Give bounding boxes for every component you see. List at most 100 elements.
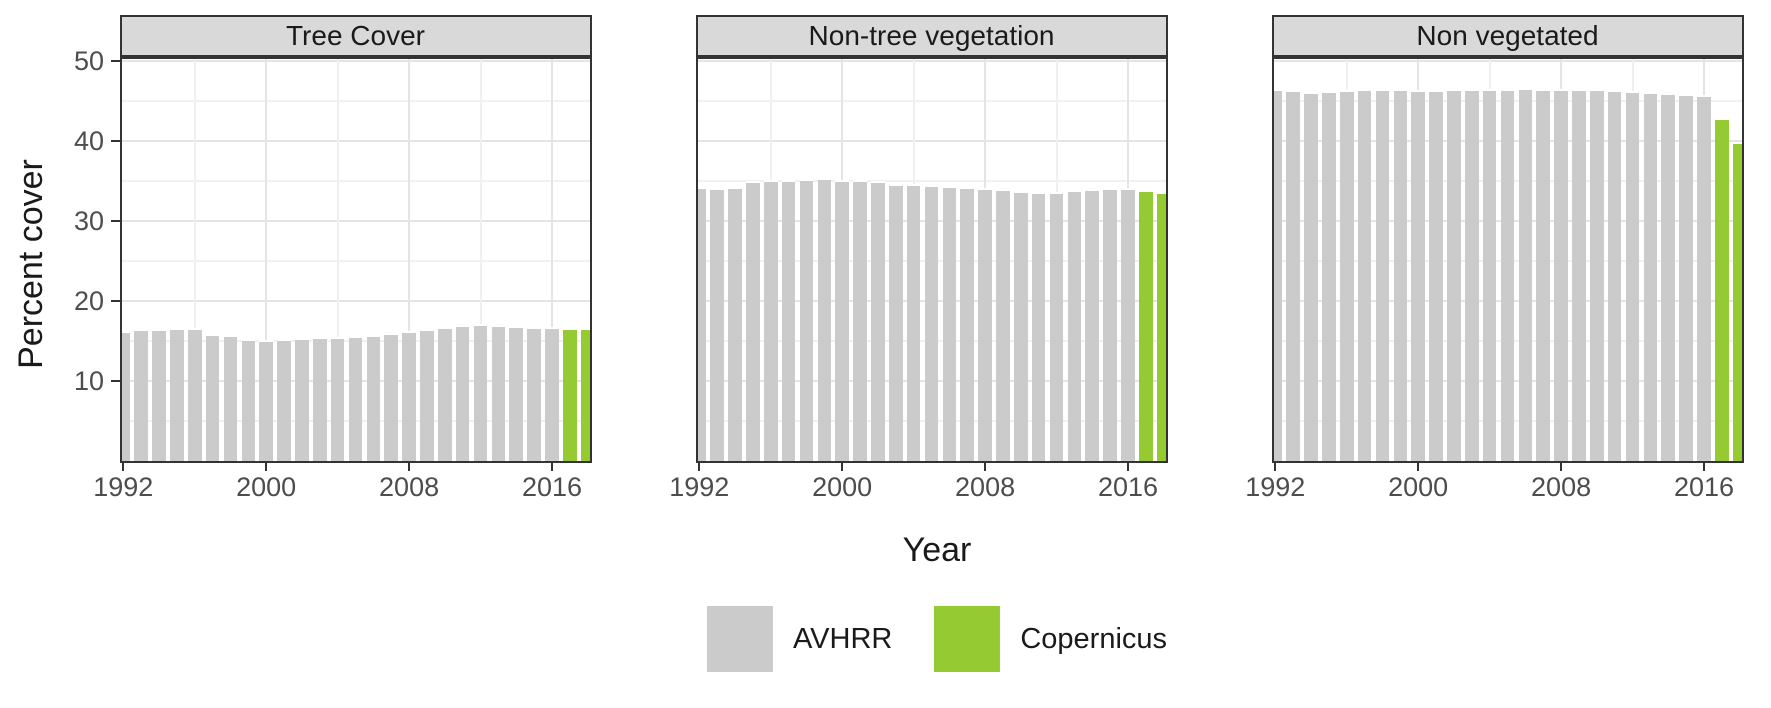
bar-avhrr-2011 — [1031, 192, 1046, 461]
bar-avhrr-2014 — [1085, 189, 1100, 461]
bar-avhrr-2003 — [1464, 88, 1479, 461]
bar-avhrr-2006 — [1518, 87, 1533, 461]
x-axis-tick — [1417, 463, 1420, 471]
facet-title: Non vegetated — [1416, 20, 1599, 51]
bar-avhrr-2015 — [1679, 94, 1693, 461]
y-tick-label: 10 — [73, 366, 104, 397]
legend-item-copernicus: Copernicus — [934, 606, 1167, 672]
bar-avhrr-2002 — [871, 181, 885, 461]
bar-avhrr-2008 — [402, 330, 416, 461]
gridline-y-major — [121, 140, 590, 143]
bar-avhrr-1997 — [781, 180, 796, 461]
gridline-y-minor — [121, 180, 590, 183]
x-axis-tick — [408, 463, 411, 471]
bar-avhrr-2002 — [295, 337, 309, 461]
gridline-y-minor — [697, 180, 1166, 183]
y-axis-tick — [111, 60, 120, 63]
bar-avhrr-2003 — [888, 183, 903, 461]
legend-key-avhrr-swatch — [706, 606, 773, 672]
x-axis-tick — [122, 463, 125, 471]
panel-plot — [119, 57, 592, 463]
legend-label-avhrr: AVHRR — [792, 622, 893, 655]
bar-avhrr-2005 — [924, 185, 939, 461]
bar-avhrr-2014 — [509, 325, 524, 461]
y-axis-title: Percent cover — [12, 159, 50, 369]
bar-avhrr-2010 — [1590, 89, 1604, 461]
bar-avhrr-2016 — [1697, 94, 1711, 461]
legend-key-copernicus-swatch — [934, 606, 1001, 672]
bar-copernicus-2017 — [1715, 118, 1729, 461]
bar-avhrr-1997 — [1357, 89, 1372, 461]
bar-avhrr-1994 — [728, 186, 742, 461]
gridline-y-major — [121, 300, 590, 303]
bar-avhrr-2007 — [960, 186, 974, 461]
facet-strip: Tree Cover — [119, 15, 592, 57]
y-axis-tick — [111, 380, 120, 383]
gridline-y-minor — [121, 260, 590, 263]
y-axis-tick — [111, 300, 120, 303]
bar-avhrr-2012 — [1049, 191, 1064, 461]
bar-avhrr-1993 — [1286, 90, 1300, 461]
x-axis-tick — [550, 463, 553, 471]
facet-title: Non-tree vegetation — [808, 20, 1055, 51]
bar-avhrr-2005 — [1500, 88, 1515, 461]
bar-avhrr-2009 — [1572, 89, 1586, 461]
gridline-x-major — [550, 59, 553, 461]
bar-avhrr-2016 — [545, 326, 559, 461]
bar-avhrr-1997 — [205, 333, 220, 461]
bar-copernicus-2017 — [563, 327, 577, 461]
bar-avhrr-2009 — [996, 189, 1010, 461]
bar-avhrr-2000 — [259, 339, 273, 461]
x-tick-label: 2008 — [955, 472, 1016, 502]
x-axis-tick — [984, 463, 987, 471]
x-axis-tick — [841, 463, 844, 471]
x-tick-label: 2000 — [812, 472, 873, 502]
legend-label-copernicus: Copernicus — [1020, 622, 1168, 655]
gridline-y-major — [1273, 60, 1742, 63]
gridline-y-major — [121, 220, 590, 223]
x-tick-label: 1992 — [669, 472, 730, 502]
y-tick-label: 40 — [73, 126, 104, 157]
x-tick-label: 2016 — [1673, 472, 1735, 502]
gridline-y-minor — [121, 100, 590, 103]
bar-copernicus-2018 — [580, 328, 590, 461]
x-tick-label: 2016 — [521, 472, 583, 502]
bar-avhrr-2009 — [420, 329, 434, 461]
bar-avhrr-2011 — [1607, 90, 1622, 461]
x-tick-label: 2008 — [379, 472, 440, 502]
bar-avhrr-2013 — [491, 325, 506, 461]
x-axis-tick — [1560, 463, 1563, 471]
bar-avhrr-2001 — [1429, 90, 1443, 461]
legend-item-avhrr: AVHRR — [706, 606, 893, 672]
bar-avhrr-1996 — [187, 328, 202, 461]
x-tick-label: 2008 — [1531, 472, 1592, 502]
bar-avhrr-2002 — [1447, 89, 1461, 461]
bar-avhrr-2012 — [1625, 90, 1640, 461]
gridline-x-minor — [336, 59, 339, 461]
x-tick-label: 2000 — [236, 472, 297, 502]
bar-avhrr-1996 — [1339, 90, 1354, 461]
bar-avhrr-1998 — [223, 334, 238, 461]
bar-avhrr-2008 — [1554, 88, 1568, 461]
bar-avhrr-1999 — [241, 338, 256, 461]
bar-avhrr-2012 — [473, 324, 488, 461]
bar-avhrr-2013 — [1643, 91, 1658, 461]
facet-strip: Non-tree vegetation — [695, 15, 1168, 57]
gridline-y-major — [697, 140, 1166, 143]
x-axis-title: Year — [902, 531, 972, 569]
gridline-y-major — [697, 60, 1166, 63]
gridline-y-minor — [697, 100, 1166, 103]
bar-avhrr-1999 — [1393, 89, 1408, 461]
x-tick-label: 1992 — [1245, 472, 1306, 502]
bar-avhrr-1992 — [121, 330, 131, 461]
bar-avhrr-2007 — [384, 333, 398, 461]
bar-avhrr-2000 — [1411, 90, 1425, 461]
x-axis-tick — [698, 463, 701, 471]
gridline-x-minor — [479, 59, 482, 461]
bar-avhrr-2013 — [1067, 190, 1082, 461]
bar-avhrr-2003 — [312, 337, 327, 461]
bar-avhrr-2006 — [942, 186, 957, 461]
y-tick-label: 20 — [73, 286, 104, 317]
bar-avhrr-2007 — [1536, 88, 1550, 461]
bar-avhrr-1994 — [152, 329, 166, 461]
